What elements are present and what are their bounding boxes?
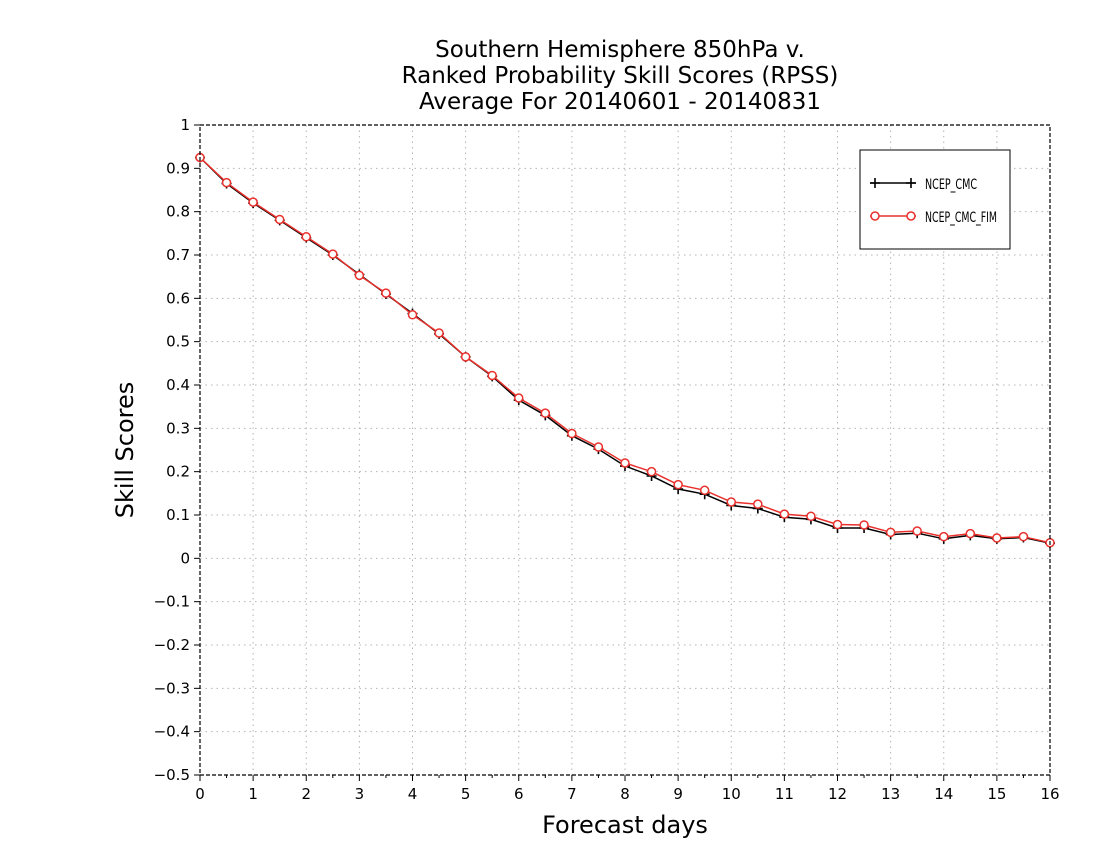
x-tick-label: 8 [620, 785, 630, 803]
y-tick-label: 0.8 [166, 203, 190, 221]
x-tick-label: 5 [461, 785, 471, 803]
data-point-circle-2 [646, 466, 657, 477]
x-tick-label: 6 [514, 785, 524, 803]
y-tick-label: 0.4 [166, 376, 190, 394]
data-point-circle-2 [540, 408, 551, 418]
legend: NCEP_CMC NCEP_CMC_FIM [859, 149, 1011, 250]
legend-marker-end-2 [906, 211, 916, 221]
legend-label-2: NCEP_CMC_FIM [925, 210, 997, 226]
data-point-circle-2 [593, 442, 604, 452]
data-point-circle-2 [328, 249, 338, 259]
data-point-circle-2 [912, 526, 922, 536]
data-point-circle-2 [248, 197, 258, 207]
data-point-circle-2 [221, 177, 232, 188]
y-tick-label: 0.1 [166, 506, 190, 524]
data-point-circle-2 [620, 458, 630, 468]
legend-marker-start-2 [870, 211, 880, 221]
y-tick-label: 1 [180, 116, 190, 134]
legend-marker-end-1 [906, 178, 916, 188]
data-point-circle-2 [487, 370, 497, 381]
data-point-circle-2 [753, 499, 763, 509]
x-tick-label: 11 [775, 785, 794, 803]
data-point-circle-2 [885, 527, 896, 538]
data-point-circle-2 [434, 328, 444, 338]
x-tick-label: 14 [934, 785, 953, 803]
data-point-circle-2 [859, 520, 869, 530]
data-point-circle-2 [673, 479, 683, 490]
x-tick-label: 1 [248, 785, 258, 803]
data-point-circle-2 [514, 393, 524, 403]
y-axis-label: Skill Scores [111, 382, 139, 519]
data-point-circle-2 [274, 214, 285, 225]
data-point-circle-2 [460, 352, 471, 362]
data-point-circle-2 [1018, 531, 1029, 542]
chart-title-line-1: Southern Hemisphere 850hPa v. [435, 37, 805, 63]
chart-title-line-3: Average For 20140601 - 20140831 [418, 89, 822, 115]
x-tick-label: 16 [1040, 785, 1059, 803]
x-tick-label: 15 [987, 785, 1006, 803]
x-tick-label: 10 [722, 785, 741, 803]
x-tick-label: 9 [673, 785, 683, 803]
x-tick-label: 12 [828, 785, 847, 803]
chart-title-line-2: Ranked Probability Skill Scores (RPSS) [401, 63, 839, 89]
x-tick-label: 0 [195, 785, 205, 803]
data-point-circle-2 [992, 533, 1002, 543]
y-tick-label: 0.6 [166, 289, 190, 307]
x-tick-label: 13 [881, 785, 900, 803]
data-point-circle-2 [939, 531, 949, 542]
data-point-circle-2 [301, 232, 311, 242]
x-tick-label: 7 [567, 785, 577, 803]
y-tick-label: 0.3 [166, 419, 190, 437]
data-point-circle-2 [965, 528, 976, 539]
y-tick-label: −0.2 [154, 636, 190, 654]
x-tick-label: 4 [408, 785, 418, 803]
y-tick-label: −0.5 [154, 766, 190, 784]
y-tick-label: 0 [180, 549, 190, 567]
y-tick-label: −0.1 [154, 593, 190, 611]
legend-box [859, 149, 1011, 250]
data-point-circle-2 [354, 270, 365, 281]
legend-label-1: NCEP_CMC [925, 177, 977, 193]
x-tick-label: 2 [301, 785, 311, 803]
grid-lines [200, 125, 1050, 775]
y-tick-label: −0.3 [154, 679, 190, 697]
data-point-circle-2 [779, 509, 790, 519]
y-tick-label: 0.7 [166, 246, 190, 264]
data-point-circle-2 [806, 511, 816, 522]
y-tick-label: 0.9 [166, 159, 190, 177]
data-point-circle-2 [407, 310, 418, 320]
y-tick-label: −0.4 [154, 723, 190, 741]
y-tick-label: 0.5 [166, 333, 190, 351]
x-axis-label: Forecast days [542, 811, 708, 839]
y-tick-label: 0.2 [166, 463, 190, 481]
data-point-circle-2 [699, 485, 710, 496]
data-point-circle-2 [381, 288, 391, 298]
legend-marker-start-1 [870, 178, 880, 188]
data-point-circle-2 [567, 428, 577, 439]
axes: −0.5 −0.4 −0.3 −0.2 −0.1 0 0.1 0.2 0.3 0.4 0.5 0.6 0… [154, 116, 1060, 803]
x-tick-label: 3 [355, 785, 365, 803]
data-point-circle-2 [832, 519, 843, 530]
data-point-circle-2 [726, 497, 736, 507]
